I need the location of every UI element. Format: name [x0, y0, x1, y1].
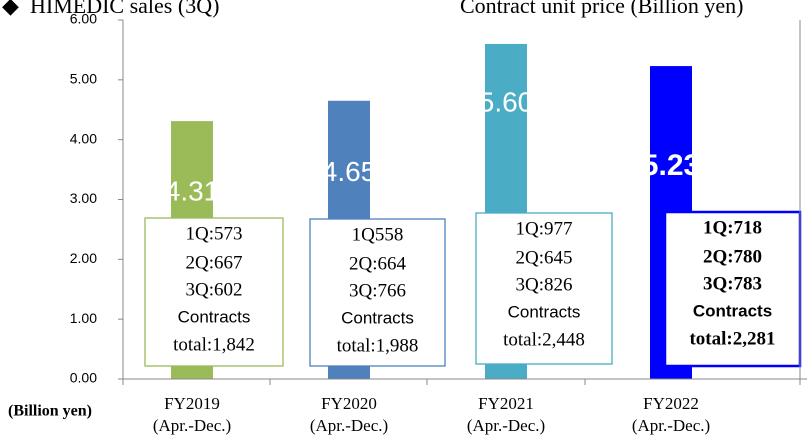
annotation-line: 2Q:667 [186, 252, 243, 273]
y-tick-label: 5.00 [70, 71, 97, 87]
annotation-line: 1Q:977 [516, 218, 573, 239]
chart-subtitle: Contract unit price (Billion yen) [460, 0, 744, 18]
y-tick-label: 2.00 [70, 250, 97, 266]
annotation-line: total:1,842 [173, 334, 255, 355]
annotation-line: Contracts [178, 307, 251, 326]
value-label: 5.23 [642, 149, 700, 182]
title-bullet: ◆ [2, 0, 19, 18]
annotation-line: total:1,988 [337, 335, 419, 356]
y-tick-label: 1.00 [70, 310, 97, 326]
x-tick-sublabel: (Apr.-Dec.) [153, 416, 231, 435]
annotation-line: Contracts [341, 308, 414, 327]
value-label: 5.60 [479, 86, 534, 117]
y-tick-label: 4.00 [70, 130, 97, 146]
x-tick-label: FY2022 [643, 394, 699, 413]
x-tick-sublabel: (Apr.-Dec.) [632, 416, 710, 435]
annotation-line: 1Q:718 [703, 217, 762, 238]
value-label: 4.65 [322, 156, 377, 187]
annotation-line: 3Q:783 [703, 273, 762, 294]
annotation-box [663, 210, 802, 368]
annotation-line: total:2,448 [503, 329, 585, 350]
y-axis-label: (Billion yen) [8, 403, 92, 420]
x-tick-label: FY2020 [321, 394, 377, 413]
x-tick-label: FY2021 [478, 394, 534, 413]
x-tick-label: FY2019 [164, 394, 220, 413]
annotation-line: total:2,281 [689, 328, 775, 349]
annotation-box [309, 218, 446, 367]
annotation-line: 2Q:645 [516, 247, 573, 268]
annotation-line: 1Q558 [352, 224, 404, 245]
annotation-line: 1Q:573 [186, 223, 243, 244]
x-tick-sublabel: (Apr.-Dec.) [467, 416, 545, 435]
y-tick-label: 0.00 [70, 370, 97, 386]
annotation-line: 3Q:766 [349, 280, 406, 301]
annotation-line: 2Q:780 [703, 246, 762, 267]
annotation-line: Contracts [508, 302, 581, 321]
y-tick-label: 3.00 [70, 190, 97, 206]
annotation-line: Contracts [693, 301, 772, 320]
annotation-line: 3Q:826 [516, 274, 573, 295]
x-tick-sublabel: (Apr.-Dec.) [310, 416, 388, 435]
chart-title: HIMEDIC sales (3Q) [30, 0, 219, 18]
annotation-line: 2Q:664 [349, 253, 407, 274]
value-label: 4.31 [165, 176, 220, 207]
annotation-box [475, 212, 613, 365]
y-tick-label: 6.00 [70, 11, 97, 27]
annotation-box [144, 217, 284, 367]
annotation-line: 3Q:602 [186, 279, 243, 300]
